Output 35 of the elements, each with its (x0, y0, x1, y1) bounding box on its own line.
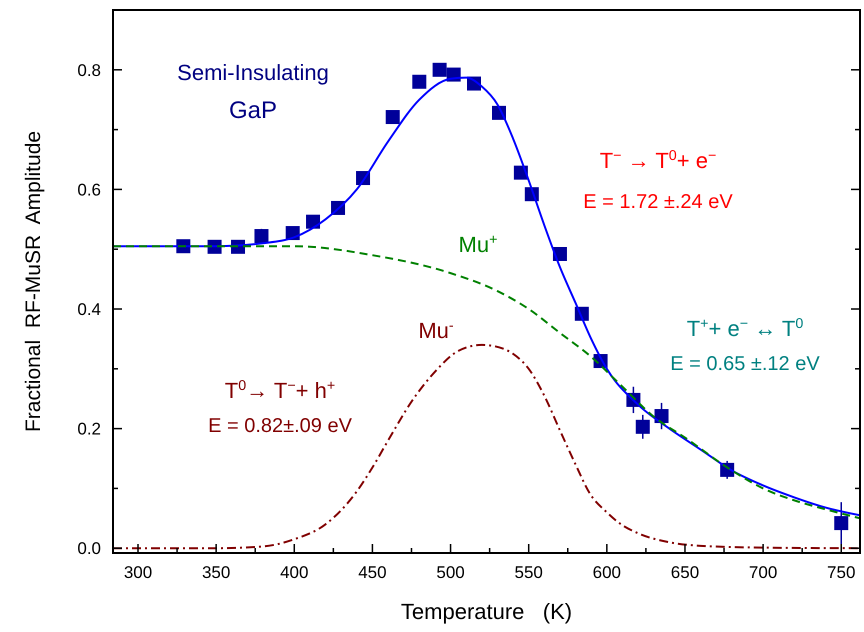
x-tick-label: 450 (358, 563, 387, 582)
x-tick-label: 550 (514, 563, 543, 582)
annotation: T$^{+}$+ e$^{−}$ ↔ T$^{0}$ (686, 316, 804, 341)
point (412, 74, 426, 89)
y-tick-label: 0.2 (77, 420, 101, 439)
annotation: GaP (228, 97, 278, 124)
annotation: T$^{−}$ → T$^{0}$+ e$^{−}$ (600, 148, 716, 173)
y-tick-label: 0.4 (77, 300, 101, 320)
point (254, 229, 268, 244)
point (432, 62, 447, 77)
line-series (113, 344, 860, 550)
annotation: E = 0.82±.09 eV (208, 415, 353, 437)
x-tick-label: 750 (827, 563, 856, 582)
point (834, 516, 848, 530)
x-tick-label: 300 (124, 563, 152, 582)
x-tick-label: 650 (670, 563, 700, 582)
x-axis-title: Temperature (K) (400, 599, 572, 624)
x-tick-label: 400 (280, 563, 308, 582)
annotation: E = 1.72 ±.24 eV (583, 191, 734, 213)
series-label: Mu$^{-}$ (418, 318, 454, 343)
series-label: Mu$^{+}$ (458, 232, 498, 257)
point (636, 420, 650, 434)
y-tick-label: 0.0 (77, 539, 101, 558)
x-tick-label: 600 (592, 563, 622, 582)
x-tick-label: 500 (436, 563, 465, 582)
point (386, 110, 400, 124)
point (306, 214, 320, 229)
y-axis-title: Fractional RF-MuSR Amplitude (22, 130, 45, 432)
annotation: E = 0.65 ±.12 eV (670, 353, 820, 375)
annotation: Semi-Insulating (177, 60, 329, 85)
x-tick-label: 350 (202, 563, 230, 582)
y-tick-label: 0.6 (77, 180, 101, 200)
x-tick-label: 700 (748, 563, 778, 582)
annotation: T$^{0}$→ T$^{−}$+ h$^{+}$ (224, 378, 336, 403)
y-tick-label: 0.8 (77, 60, 101, 80)
